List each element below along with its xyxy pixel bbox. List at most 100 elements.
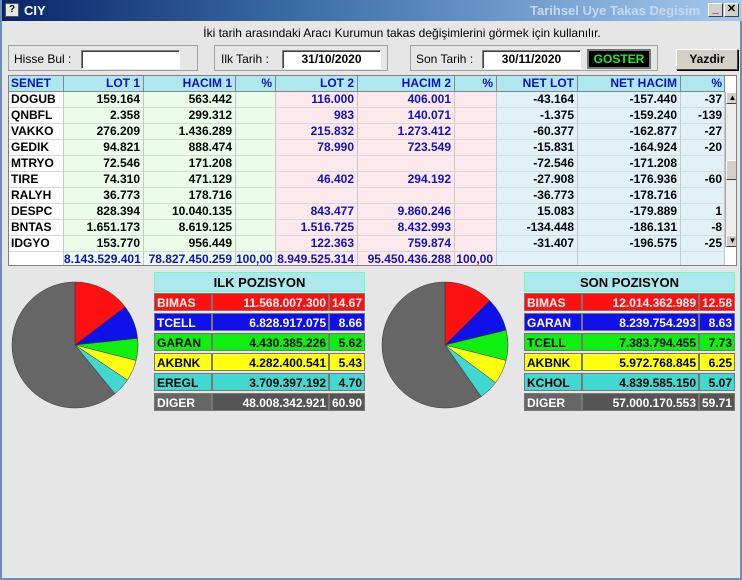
table-cell: 471.129 <box>144 172 236 188</box>
table-cell <box>681 188 725 204</box>
table-cell: IDGYO <box>9 236 64 252</box>
table-row[interactable]: GEDIK 94.821 888.474 78.990 723.549 -15.831 -1… <box>9 140 736 156</box>
table-cell <box>236 188 276 204</box>
table-row[interactable]: QNBFL 2.358 299.312 983 140.071 -1.375 -159.24… <box>9 108 736 124</box>
table-cell: -186.131 <box>578 220 681 236</box>
scroll-up-icon[interactable]: ▲ <box>726 92 736 104</box>
goster-button[interactable]: GOSTER <box>587 49 651 69</box>
table-cell: -8 <box>681 220 725 236</box>
column-header[interactable]: % <box>236 76 276 92</box>
column-header[interactable]: % <box>455 76 497 92</box>
table-cell: 215.832 <box>276 124 358 140</box>
title-bar[interactable]: ? CIY Tarihsel Uye Takas Degisim _ ✕ <box>2 0 742 21</box>
position-name: DIGER <box>154 393 212 411</box>
close-icon[interactable]: ✕ <box>724 3 739 17</box>
column-header[interactable]: NET LOT <box>497 76 578 92</box>
position-percent: 7.73 <box>699 333 735 351</box>
table-cell: 100,00 <box>236 252 276 265</box>
table-cell <box>455 220 497 236</box>
hisse-search-input[interactable] <box>81 50 180 69</box>
table-cell: VAKKO <box>9 124 64 140</box>
column-header[interactable]: LOT 2 <box>276 76 358 92</box>
position-value: 4.839.585.150 <box>582 373 699 391</box>
column-header[interactable]: LOT 1 <box>64 76 144 92</box>
table-cell <box>455 204 497 220</box>
table-cell <box>497 252 578 265</box>
data-grid[interactable]: SENET LOT 1 HACIM 1% LOT 2 HACIM 2% NET LOT NE… <box>8 75 737 266</box>
table-cell: -178.716 <box>578 188 681 204</box>
vertical-scrollbar[interactable]: ▲ ▼ <box>725 92 736 247</box>
pie-slice-diger <box>381 281 482 409</box>
position-percent: 5.07 <box>699 373 735 391</box>
table-cell: -139 <box>681 108 725 124</box>
table-cell <box>455 156 497 172</box>
column-header[interactable]: SENET <box>9 76 64 92</box>
window-title: Tarihsel Uye Takas Degisim <box>530 3 701 18</box>
table-cell: QNBFL <box>9 108 64 124</box>
table-cell <box>236 220 276 236</box>
table-cell: 1.436.289 <box>144 124 236 140</box>
position-value: 4.430.385.226 <box>212 333 329 351</box>
yazdir-button[interactable]: Yazdir <box>676 49 738 70</box>
table-cell <box>455 92 497 108</box>
position-percent: 12.58 <box>699 293 735 311</box>
son-tarih-field[interactable]: 30/11/2020 <box>482 50 581 69</box>
table-cell: -162.877 <box>578 124 681 140</box>
position-name: BIMAS <box>154 293 212 311</box>
table-cell: 9.860.246 <box>358 204 455 220</box>
table-row[interactable]: TIRE 74.310 471.129 46.402 294.192 -27.908 -17… <box>9 172 736 188</box>
column-header[interactable]: % <box>681 76 725 92</box>
table-cell: 983 <box>276 108 358 124</box>
table-cell <box>455 124 497 140</box>
position-name: GARAN <box>524 313 582 331</box>
position-name: TCELL <box>524 333 582 351</box>
table-cell: 299.312 <box>144 108 236 124</box>
table-row[interactable]: VAKKO 276.209 1.436.289 215.832 1.273.412 -60… <box>9 124 736 140</box>
table-cell <box>455 108 497 124</box>
table-cell: 888.474 <box>144 140 236 156</box>
table-cell: -134.448 <box>497 220 578 236</box>
column-header[interactable]: HACIM 2 <box>358 76 455 92</box>
table-cell: 140.071 <box>358 108 455 124</box>
table-cell <box>276 188 358 204</box>
table-cell <box>681 252 725 265</box>
position-percent: 8.63 <box>699 313 735 331</box>
minimize-icon[interactable]: _ <box>708 3 723 17</box>
position-percent: 14.67 <box>329 293 365 311</box>
table-cell: 122.363 <box>276 236 358 252</box>
table-cell: 78.827.450.259 <box>144 252 236 265</box>
table-cell: 8.949.525.314 <box>276 252 358 265</box>
table-cell: 94.821 <box>64 140 144 156</box>
table-cell: -171.208 <box>578 156 681 172</box>
position-name: KCHOL <box>524 373 582 391</box>
position-percent: 60.90 <box>329 393 365 411</box>
table-cell: 46.402 <box>276 172 358 188</box>
column-header[interactable]: NET HACIM <box>578 76 681 92</box>
table-row[interactable]: BNTAS 1.651.173 8.619.125 1.516.725 8.432.99… <box>9 220 736 236</box>
table-cell: 759.874 <box>358 236 455 252</box>
table-row[interactable]: DESPC 828.394 10.040.135 843.477 9.860.246 15… <box>9 204 736 220</box>
table-cell: GEDIK <box>9 140 64 156</box>
position-name: AKBNK <box>524 353 582 371</box>
table-cell <box>236 236 276 252</box>
app-icon[interactable]: ? <box>5 3 19 17</box>
table-row[interactable]: DOGUB 159.164 563.442 116.000 406.001 -43.164… <box>9 92 736 108</box>
table-row[interactable]: RALYH 36.773 178.716 -36.773 -178.716 <box>9 188 736 204</box>
table-cell <box>276 156 358 172</box>
position-name: TCELL <box>154 313 212 331</box>
table-cell: 1.516.725 <box>276 220 358 236</box>
column-header[interactable]: HACIM 1 <box>144 76 236 92</box>
table-cell <box>236 172 276 188</box>
table-cell <box>236 140 276 156</box>
scroll-thumb[interactable] <box>726 160 736 180</box>
table-row[interactable]: IDGYO 153.770 956.449 122.363 759.874 -31.407… <box>9 236 736 252</box>
position-percent: 5.43 <box>329 353 365 371</box>
table-cell: 15.083 <box>497 204 578 220</box>
scroll-down-icon[interactable]: ▼ <box>726 235 736 247</box>
table-cell <box>236 92 276 108</box>
table-row[interactable]: MTRYO 72.546 171.208 -72.546 -171.208 <box>9 156 736 172</box>
position-percent: 59.71 <box>699 393 735 411</box>
table-cell <box>455 140 497 156</box>
ilk-tarih-field[interactable]: 31/10/2020 <box>282 50 381 69</box>
